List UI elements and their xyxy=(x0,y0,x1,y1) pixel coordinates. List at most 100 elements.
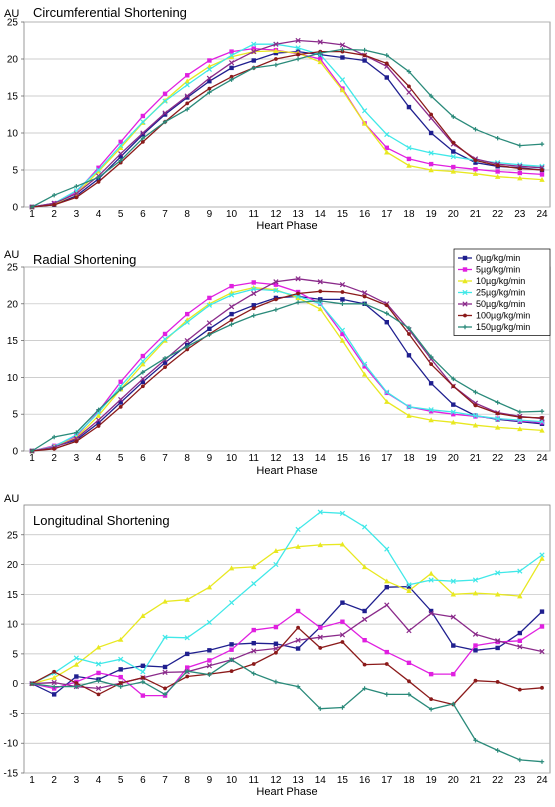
data-point xyxy=(140,675,145,680)
data-point xyxy=(318,625,323,630)
data-point xyxy=(228,60,235,66)
data-point xyxy=(473,167,478,172)
data-point xyxy=(140,613,146,618)
x-tick-label: 21 xyxy=(470,775,482,786)
x-tick-label: 10 xyxy=(226,453,238,464)
x-axis-label: Heart Phase xyxy=(256,220,317,232)
data-point xyxy=(96,175,101,180)
data-point xyxy=(207,332,212,337)
data-point xyxy=(450,578,456,584)
data-point xyxy=(361,524,368,530)
x-tick-label: 1 xyxy=(29,209,35,220)
legend-label: 5µg/kg/min xyxy=(476,265,520,275)
data-point xyxy=(517,166,522,171)
data-point xyxy=(317,301,323,307)
data-point xyxy=(362,662,367,667)
x-tick-label: 18 xyxy=(403,775,415,786)
data-point xyxy=(428,608,434,614)
data-point xyxy=(463,313,467,318)
data-point xyxy=(185,651,190,657)
data-point xyxy=(428,610,434,617)
data-point xyxy=(539,409,545,414)
data-point xyxy=(118,674,123,680)
data-point xyxy=(495,570,501,576)
data-point xyxy=(251,313,256,318)
series-path xyxy=(31,39,543,208)
data-point xyxy=(362,301,367,306)
data-point xyxy=(74,430,79,435)
data-point xyxy=(206,75,213,81)
data-point xyxy=(206,663,213,669)
data-point xyxy=(229,77,234,82)
data-point xyxy=(29,204,35,210)
data-point xyxy=(73,191,79,197)
data-point xyxy=(140,132,146,137)
data-point xyxy=(428,167,434,173)
data-point xyxy=(251,46,256,51)
data-point xyxy=(406,404,412,410)
data-point xyxy=(361,120,368,126)
data-point xyxy=(184,78,190,84)
data-point xyxy=(406,89,412,95)
data-point xyxy=(51,692,57,697)
data-point xyxy=(162,91,168,96)
data-point xyxy=(339,632,346,638)
data-point xyxy=(207,648,212,653)
data-point xyxy=(295,300,301,305)
x-tick-label: 18 xyxy=(403,209,415,220)
x-tick-label: 15 xyxy=(337,453,349,464)
x-tick-label: 14 xyxy=(315,775,327,786)
data-point xyxy=(96,165,101,170)
data-point xyxy=(407,84,411,89)
data-point xyxy=(96,678,101,683)
data-point xyxy=(517,426,523,432)
data-point xyxy=(295,37,301,44)
x-tick-label: 16 xyxy=(359,775,371,786)
data-point xyxy=(29,681,35,686)
data-point xyxy=(317,542,323,548)
data-point xyxy=(162,331,168,337)
legend-item: 25µg/kg/min xyxy=(458,288,525,298)
data-point xyxy=(295,646,301,651)
x-tick-label: 21 xyxy=(470,453,482,464)
data-point xyxy=(140,119,146,125)
data-point xyxy=(340,600,345,605)
data-point xyxy=(207,90,212,95)
x-tick-label: 10 xyxy=(226,775,238,786)
x-tick-label: 19 xyxy=(426,209,438,220)
series-line xyxy=(29,657,545,764)
data-point xyxy=(296,625,300,630)
series-path xyxy=(31,48,543,208)
data-point xyxy=(96,670,101,676)
data-point xyxy=(428,409,434,414)
legend-label: 100µg/kg/min xyxy=(476,311,530,321)
data-point xyxy=(362,294,367,299)
x-tick-label: 13 xyxy=(293,453,305,464)
chart-title: Circumferential Shortening xyxy=(33,5,187,20)
data-point xyxy=(340,55,345,60)
data-point xyxy=(228,52,235,58)
data-point xyxy=(406,660,412,666)
data-point xyxy=(384,303,389,308)
data-point xyxy=(539,141,545,147)
data-point xyxy=(317,509,323,515)
x-tick-label: 21 xyxy=(470,209,482,220)
data-point xyxy=(140,113,146,119)
x-tick-label: 4 xyxy=(96,775,102,786)
data-point xyxy=(96,179,101,184)
data-point xyxy=(473,160,478,165)
data-point xyxy=(228,600,235,606)
data-point xyxy=(274,57,278,61)
data-point xyxy=(251,280,256,285)
data-point xyxy=(228,565,235,571)
chart-title: Radial Shortening xyxy=(33,252,136,267)
data-point xyxy=(361,290,368,296)
data-point xyxy=(517,143,523,148)
data-point xyxy=(118,681,123,685)
data-point xyxy=(495,415,501,422)
data-point xyxy=(206,584,213,590)
data-point xyxy=(229,283,234,289)
data-point xyxy=(517,409,523,415)
x-tick-label: 6 xyxy=(140,453,146,464)
